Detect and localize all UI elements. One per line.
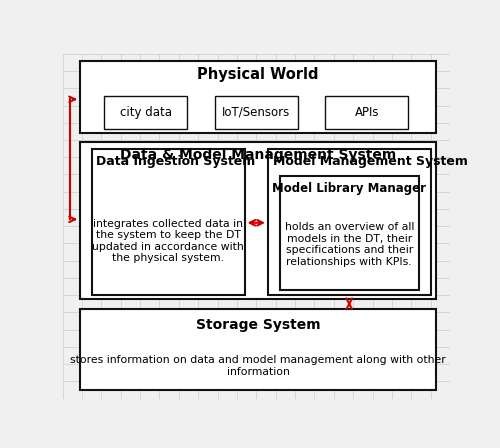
Text: Storage System: Storage System [196,318,320,332]
Text: provides analytic tools: provides analytic tools [288,177,410,187]
Text: Model Library Manager: Model Library Manager [272,182,426,195]
Text: Model Management System: Model Management System [272,155,468,168]
Text: integrates collected data in
the system to keep the DT
updated in accordance wit: integrates collected data in the system … [92,219,244,263]
Text: Physical World: Physical World [198,67,319,82]
Text: APIs: APIs [354,106,379,119]
Text: city data: city data [120,106,172,119]
Text: stores information on data and model management along with other
information: stores information on data and model man… [70,355,446,377]
Bar [80,60,436,133]
Bar [104,96,188,129]
Bar [325,96,408,129]
Text: holds an overview of all
models in the DT, their
specifications and their
relati: holds an overview of all models in the D… [284,222,414,267]
Text: IoT/Sensors: IoT/Sensors [222,106,290,119]
Bar [268,149,430,295]
Bar [280,176,419,290]
Text: Data & Model Management System: Data & Model Management System [120,148,396,162]
Bar [80,309,436,390]
Bar [80,142,436,299]
Bar [214,96,298,129]
Text: Data Ingestion System: Data Ingestion System [96,155,256,168]
Bar [92,149,244,295]
